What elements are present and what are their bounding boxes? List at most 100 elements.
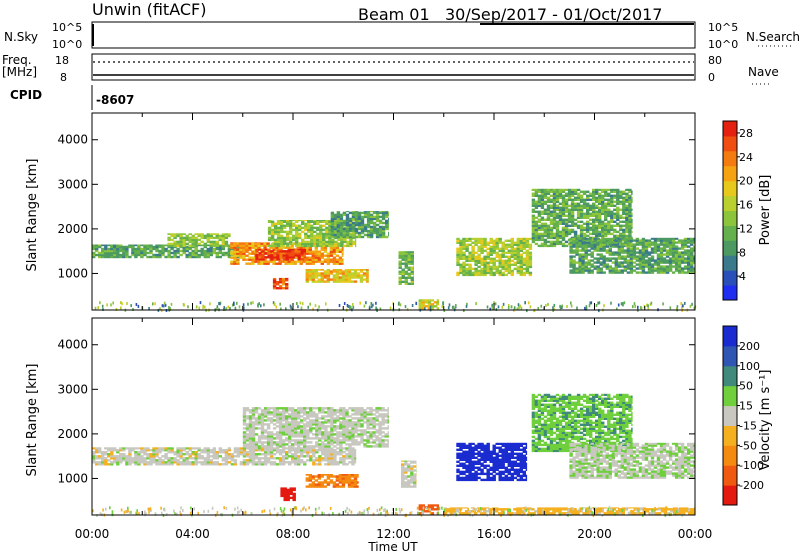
power-cell xyxy=(289,232,293,236)
vel-cell xyxy=(288,423,292,426)
power-cell xyxy=(613,212,617,215)
power-cell xyxy=(677,241,682,244)
power-cell xyxy=(552,198,557,201)
power-cell xyxy=(589,212,593,215)
vel-cell xyxy=(224,451,229,454)
power-cell xyxy=(332,262,337,265)
vel-cell xyxy=(294,417,298,420)
power-cell xyxy=(480,239,484,242)
power-cell xyxy=(598,200,602,203)
power-cell xyxy=(342,211,347,215)
vel-cell xyxy=(107,459,111,462)
vel-cell xyxy=(149,453,153,456)
nsky-panel-frame xyxy=(91,21,696,49)
vel-cell xyxy=(248,445,253,448)
power-cell xyxy=(167,255,171,259)
power-cell xyxy=(604,190,608,193)
vel-cell xyxy=(354,451,357,454)
power-cell xyxy=(632,257,637,260)
power-cell xyxy=(272,283,277,286)
power-cell xyxy=(555,196,560,199)
power-cell xyxy=(549,188,554,191)
power-noise-cell xyxy=(389,306,392,310)
vel-cell xyxy=(324,437,328,440)
power-cell xyxy=(596,267,600,270)
vel-cell xyxy=(281,441,286,444)
vel-cell xyxy=(327,415,331,418)
power-cell xyxy=(307,236,311,240)
power-cell xyxy=(209,242,213,246)
power-cell xyxy=(230,260,234,263)
vel-cell xyxy=(312,423,316,426)
power-cell xyxy=(410,251,414,253)
power-cell xyxy=(308,270,312,273)
header-title: Unwin (fitACF) xyxy=(92,0,206,19)
power-cell xyxy=(326,270,331,273)
power-cell xyxy=(474,269,478,273)
power-cell xyxy=(477,271,481,275)
power-cell xyxy=(632,269,637,272)
power-cell xyxy=(687,265,691,268)
power-cell xyxy=(134,249,138,253)
power-cell xyxy=(537,232,542,236)
vel-cell xyxy=(297,463,301,466)
vel-cell xyxy=(309,437,313,440)
power-cell xyxy=(483,259,487,262)
vel-cell xyxy=(269,417,274,420)
vel-cell xyxy=(98,457,102,460)
power-cell xyxy=(236,254,240,257)
vel-cell xyxy=(251,447,256,450)
power-cell xyxy=(273,232,278,236)
power-cell xyxy=(134,244,138,247)
power-cell xyxy=(128,255,132,259)
vel-cell xyxy=(218,449,222,452)
power-cell xyxy=(143,244,147,247)
power-cell xyxy=(647,253,652,256)
power-cell xyxy=(322,240,326,244)
power-cell xyxy=(610,198,614,201)
power-cell xyxy=(347,276,352,279)
power-cell xyxy=(329,278,334,281)
power-cell xyxy=(325,226,329,230)
power-cell xyxy=(239,246,243,249)
power-cell xyxy=(674,237,679,240)
power-cell xyxy=(272,262,276,265)
power-cell xyxy=(596,269,600,272)
power-cell xyxy=(665,251,670,254)
power-noise-cell xyxy=(662,302,664,306)
power-cell xyxy=(623,265,627,268)
vel-cell xyxy=(218,451,222,454)
power-cell xyxy=(278,246,282,249)
vel-cell xyxy=(351,409,355,412)
power-cell xyxy=(418,303,422,306)
power-cell xyxy=(635,247,640,250)
vel-cell xyxy=(263,457,268,460)
power-cell xyxy=(307,244,311,248)
power-cell xyxy=(333,213,338,217)
power-cell xyxy=(579,210,584,213)
vel-cell xyxy=(278,435,283,438)
power-cell xyxy=(308,272,312,275)
power-cell xyxy=(680,243,685,246)
power-cell xyxy=(215,251,219,255)
power-cell xyxy=(372,231,377,235)
power-cell xyxy=(650,251,655,254)
power-cell xyxy=(381,215,386,219)
power-cell xyxy=(592,194,596,197)
power-cell xyxy=(690,255,694,258)
power-cell xyxy=(598,194,602,197)
power-cell xyxy=(303,252,306,255)
power-cell xyxy=(310,242,314,246)
power-cell xyxy=(572,241,576,244)
vel-cell xyxy=(206,451,210,454)
power-cell xyxy=(522,257,526,260)
power-cell xyxy=(569,271,573,274)
power-cell xyxy=(317,274,321,277)
power-cell xyxy=(607,192,611,195)
power-cell xyxy=(525,237,530,240)
power-cell xyxy=(119,244,123,247)
vel-cell xyxy=(281,425,286,428)
colorbar-swatch xyxy=(723,150,737,167)
vel-cell xyxy=(321,451,325,454)
vel-cell xyxy=(251,409,256,412)
